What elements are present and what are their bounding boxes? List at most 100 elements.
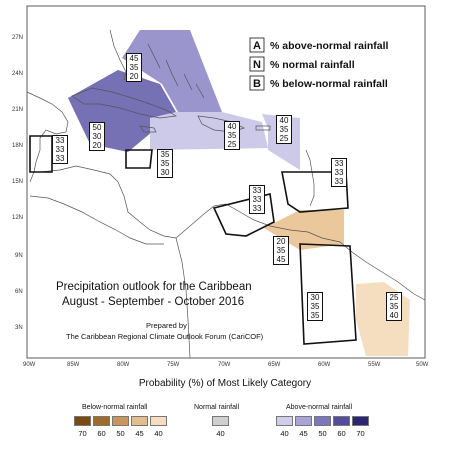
legend-key: A <box>253 40 261 52</box>
lon-tick: 90W <box>23 362 36 368</box>
normal-value: 35 <box>389 302 399 311</box>
below-swatch <box>93 416 110 426</box>
above-value: 50 <box>92 123 102 132</box>
category-legend: A % above-normal rainfall N % normal rai… <box>249 37 389 91</box>
normal-swatch-value: 40 <box>216 429 225 438</box>
lat-tick: 27N <box>12 35 23 41</box>
normal-value: 35 <box>160 159 170 168</box>
above-swatch-value: 45 <box>299 429 308 438</box>
above-value: 30 <box>310 293 320 302</box>
legend-key-box <box>249 75 265 91</box>
below-value: 30 <box>160 168 170 177</box>
central-america-pacific <box>29 195 164 245</box>
lat-tick: 21N <box>12 107 23 113</box>
above-swatch <box>276 416 293 426</box>
normal-value: 35 <box>129 63 139 72</box>
normal-value: 35 <box>227 131 237 140</box>
prob-box-hispaniola: 40 35 25 <box>224 121 240 150</box>
above-swatch-value: 50 <box>318 429 327 438</box>
puertorico-island <box>255 125 271 131</box>
below-value: 25 <box>227 140 237 149</box>
above-value: 33 <box>252 186 262 195</box>
below-swatch-value: 50 <box>116 429 125 438</box>
prob-box-belize: 33 33 33 <box>52 135 68 164</box>
legend-key: N <box>253 59 261 71</box>
lon-tick: 75W <box>167 362 180 368</box>
above-value: 33 <box>55 136 65 145</box>
map-title-line1: Precipitation outlook for the Caribbean <box>56 281 252 293</box>
below-swatch-value: 60 <box>97 429 106 438</box>
below-value: 20 <box>92 141 102 150</box>
below-value: 40 <box>389 311 399 320</box>
mexico-coast <box>26 91 69 183</box>
lat-ticks: 27N 24N 21N 18N 15N 12N 9N 6N 3N <box>12 35 23 331</box>
legend-key-box <box>249 56 265 72</box>
south-america-coast <box>175 203 426 301</box>
bahamas-region <box>122 30 222 112</box>
below-swatch <box>131 416 148 426</box>
normal-value: 35 <box>279 125 289 134</box>
florida <box>109 29 127 81</box>
below-swatch-value: 40 <box>154 429 163 438</box>
central-america-coast <box>39 165 177 239</box>
above-swatch <box>352 416 369 426</box>
normal-value: 30 <box>92 132 102 141</box>
above-value: 33 <box>334 159 344 168</box>
below-swatch <box>150 416 167 426</box>
above-swatch <box>314 416 331 426</box>
belize-outline <box>29 135 53 173</box>
legend-key: B <box>253 78 261 90</box>
lat-tick: 24N <box>12 71 23 77</box>
lon-tick: 60W <box>318 362 331 368</box>
above-swatch-value: 60 <box>337 429 346 438</box>
lon-tick: 70W <box>218 362 231 368</box>
below-swatch-value: 70 <box>78 429 87 438</box>
lat-tick: 6N <box>15 289 23 295</box>
above-value: 45 <box>129 54 139 63</box>
prob-box-leeward: 33 33 33 <box>331 158 347 187</box>
prob-box-trinidad: 20 35 45 <box>273 236 289 265</box>
guyana-outline <box>299 243 357 345</box>
normal-value: 35 <box>310 302 320 311</box>
lat-tick: 9N <box>15 253 23 259</box>
below-value: 33 <box>334 177 344 186</box>
below-swatch <box>74 416 91 426</box>
below-value: 35 <box>310 311 320 320</box>
legend-key-box <box>249 37 265 53</box>
lon-tick: 65W <box>268 362 281 368</box>
prob-box-abc: 33 33 33 <box>249 185 265 214</box>
above-swatch <box>295 416 312 426</box>
normal-value: 33 <box>334 168 344 177</box>
prob-box-guyana: 30 35 35 <box>307 292 323 321</box>
prob-box-puertorico: 40 35 25 <box>276 115 292 144</box>
lat-tick: 18N <box>12 143 23 149</box>
jamaica-outline <box>125 149 153 169</box>
above-normal-label: Above-normal rainfall <box>286 404 353 411</box>
lat-tick: 3N <box>15 325 23 331</box>
jamaica-island <box>139 125 157 133</box>
lat-tick: 12N <box>12 215 23 221</box>
prob-box-bahamas: 45 35 20 <box>126 53 142 82</box>
normal-swatch <box>212 416 229 426</box>
lat-tick: 15N <box>12 179 23 185</box>
prepared-by: Prepared by <box>146 321 187 330</box>
above-value: 40 <box>279 116 289 125</box>
above-swatch-value: 40 <box>280 429 289 438</box>
map-title-line2: August - September - October 2016 <box>62 296 244 308</box>
prob-box-jamaica: 35 35 30 <box>157 149 173 178</box>
bahamas-islands <box>147 43 205 99</box>
legend-label: % below-normal rainfall <box>270 78 388 90</box>
above-value: 40 <box>227 122 237 131</box>
prob-box-cuba: 50 30 20 <box>89 122 105 151</box>
normal-label: Normal rainfall <box>194 404 240 411</box>
below-value: 25 <box>279 134 289 143</box>
normal-value: 33 <box>252 195 262 204</box>
above-swatch-value: 70 <box>356 429 365 438</box>
above-value: 25 <box>389 293 399 302</box>
below-value: 20 <box>129 72 139 81</box>
above-value: 35 <box>160 150 170 159</box>
lon-ticks: 90W 85W 80W 75W 70W 65W 60W 55W 50W <box>23 362 429 368</box>
below-normal-label: Below-normal rainfall <box>82 404 148 411</box>
lon-tick: 55W <box>368 362 381 368</box>
organization: The Caribbean Regional Climate Outlook F… <box>66 332 264 341</box>
